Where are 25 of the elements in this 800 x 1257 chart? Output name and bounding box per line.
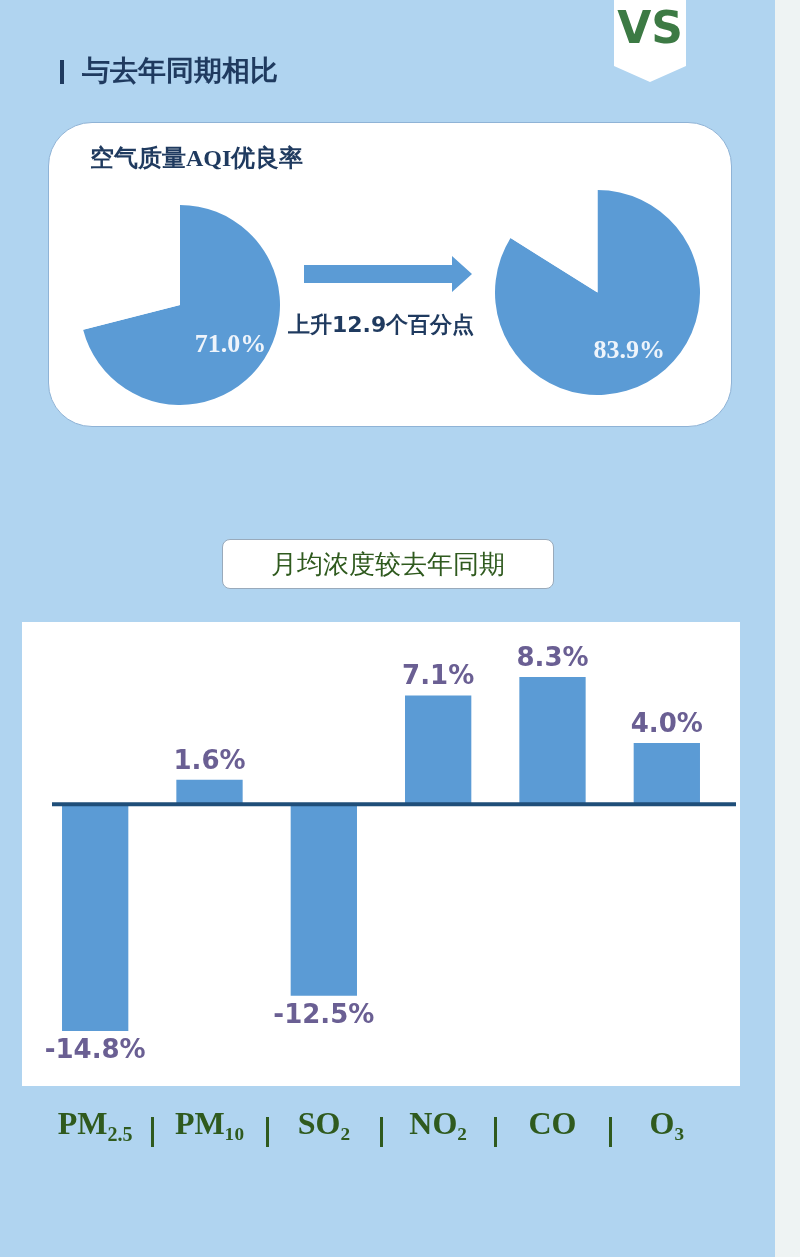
x-tick-label: SO₂ (296, 1105, 351, 1142)
chart-title: 月均浓度较去年同期 (222, 539, 554, 589)
data-label: 4.0% (630, 707, 703, 738)
data-label: 1.6% (173, 744, 246, 775)
x-tick-label: CO (527, 1105, 578, 1142)
text: VS (616, 2, 684, 53)
bar (176, 779, 243, 805)
chart-title: 与去年同期相比 (82, 53, 278, 89)
x-tick-label: O₃ (648, 1105, 686, 1142)
chart-subtitle: 空气质量AQI优良率 (90, 144, 304, 173)
x-tick-label: NO₂ (408, 1105, 468, 1142)
bar (62, 804, 129, 1031)
data-label: -14.8% (44, 1034, 146, 1064)
bar (405, 695, 472, 805)
data-label: -12.5% (273, 998, 375, 1029)
data-label: 83.9% (593, 334, 666, 364)
x-tick-label: PM₁₀ (174, 1105, 245, 1142)
bar (290, 804, 357, 996)
bar (633, 742, 700, 805)
x-tick-label: PM$_{2.5}$ (56, 1105, 134, 1147)
data-label: 7.1% (402, 660, 475, 691)
data-label: 8.3% (516, 642, 589, 672)
data-label: 71.0% (194, 329, 267, 359)
text: 上升12.9个百分点 (288, 311, 475, 339)
bar (519, 677, 586, 805)
